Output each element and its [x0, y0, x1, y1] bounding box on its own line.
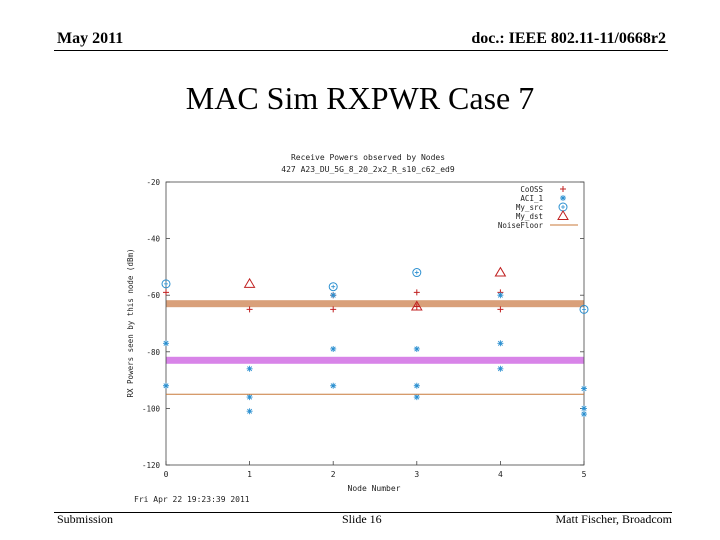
series-aci-1-point — [413, 382, 420, 389]
y-tick-label: -60 — [146, 291, 160, 300]
x-axis-label: Node Number — [348, 484, 401, 493]
footer-divider — [54, 512, 672, 513]
y-tick-label: -80 — [146, 348, 160, 357]
band-0 — [166, 300, 584, 308]
scatter-chart: Receive Powers observed by Nodes 427 A23… — [126, 153, 589, 504]
legend-swatch — [560, 195, 566, 201]
legend-label: CoOSS — [520, 185, 543, 194]
header-divider — [54, 50, 668, 51]
series-my-src-point — [579, 304, 589, 314]
y-tick-label: -120 — [142, 461, 161, 470]
x-tick-label: 5 — [582, 470, 587, 479]
y-tick-label: -40 — [146, 235, 160, 244]
series-aci-1-point — [163, 340, 169, 347]
footer-slide-number: Slide 16 — [342, 512, 382, 526]
slide-title: MAC Sim RXPWR Case 7 — [185, 80, 535, 116]
series-my-dst-point — [494, 266, 507, 277]
series-cooss-point — [413, 289, 420, 296]
series-aci-1-point — [330, 382, 337, 389]
legend-swatch — [558, 202, 568, 212]
series-cooss-point — [330, 306, 337, 313]
series-my-src-point — [412, 268, 422, 278]
series-aci-1-point — [413, 345, 420, 352]
series-aci-1-point — [497, 365, 504, 372]
x-tick-label: 2 — [331, 470, 336, 479]
series-cooss-point — [497, 306, 504, 313]
legend-swatch — [560, 186, 566, 192]
series-aci-1-point — [581, 385, 587, 392]
series-aci-1-point — [581, 411, 587, 418]
chart-title: Receive Powers observed by Nodes — [291, 153, 445, 162]
series-my-dst-point — [243, 277, 256, 288]
x-tick-label: 3 — [414, 470, 419, 479]
series-aci-1-point — [246, 408, 253, 415]
y-tick-label: -100 — [142, 404, 161, 413]
series-aci-1-point — [497, 292, 504, 299]
footer-author: Matt Fischer, Broadcom — [555, 512, 673, 526]
y-tick-label: -20 — [146, 178, 160, 187]
header-doc-id: doc.: IEEE 802.11-11/0668r2 — [471, 30, 666, 47]
series-aci-1-point — [497, 340, 504, 347]
series-aci-1-point — [330, 292, 337, 299]
legend-label: My_src — [516, 203, 543, 212]
series-my-src-point — [161, 279, 171, 289]
y-axis-label: RX Powers seen by this node (dBm) — [126, 248, 135, 397]
legend-swatch — [557, 210, 569, 220]
series-aci-1-point — [330, 345, 337, 352]
footer-submission: Submission — [57, 512, 114, 526]
chart-timestamp: Fri Apr 22 19:23:39 2011 — [134, 495, 250, 504]
plot-area — [165, 181, 585, 466]
series-aci-1-point — [246, 394, 253, 401]
band-1 — [166, 356, 584, 364]
series-my-dst-point — [410, 300, 423, 311]
x-tick-label: 0 — [164, 470, 169, 479]
series-aci-1-point — [163, 382, 169, 389]
series-aci-1-point — [246, 365, 253, 372]
legend-label: My_dst — [516, 212, 543, 221]
series-aci-1-point — [413, 394, 420, 401]
chart-subtitle: 427 A23_DU_5G_8_20_2x2_R_s10_c62_ed9 — [281, 165, 455, 174]
series-aci-1-point — [581, 405, 587, 412]
x-tick-label: 1 — [247, 470, 252, 479]
x-tick-label: 4 — [498, 470, 503, 479]
series-my-src-point — [328, 282, 338, 292]
legend-label: NoiseFloor — [498, 221, 544, 230]
header-date: May 2011 — [57, 30, 124, 47]
legend-label: ACI_1 — [520, 194, 543, 203]
series-cooss-point — [163, 289, 169, 296]
series-cooss-point — [246, 306, 253, 313]
series-cooss-point — [413, 303, 420, 310]
